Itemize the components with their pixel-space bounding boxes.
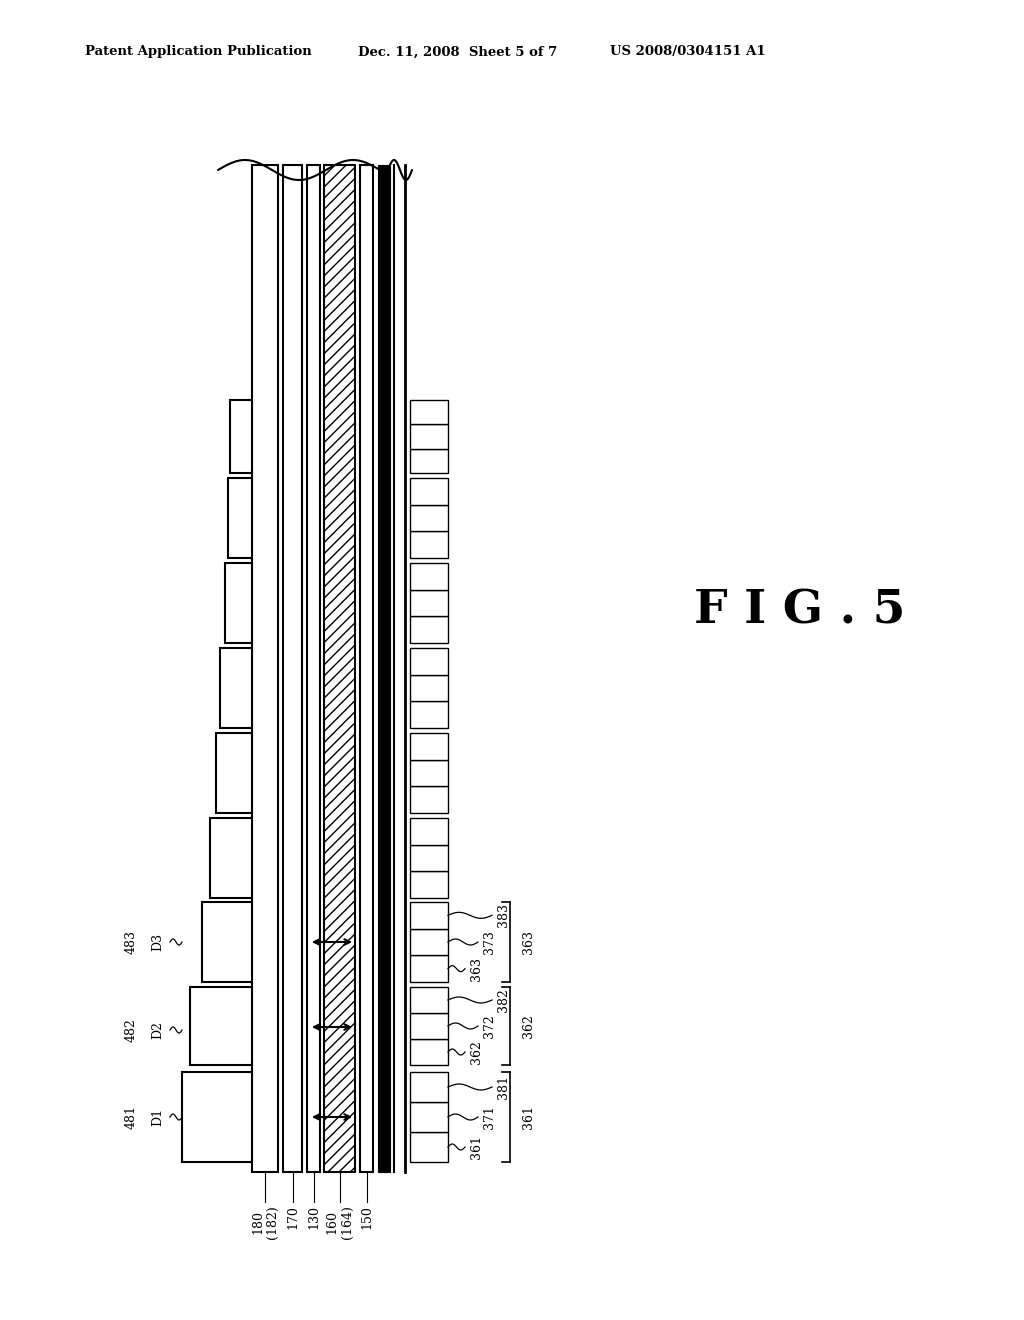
Bar bbox=[410, 956, 449, 982]
Bar bbox=[410, 616, 449, 643]
Bar bbox=[410, 787, 449, 813]
Text: D2: D2 bbox=[152, 1020, 165, 1039]
Text: 150: 150 bbox=[360, 1205, 373, 1229]
Bar bbox=[410, 1012, 449, 1039]
Bar bbox=[283, 165, 302, 1172]
Bar bbox=[220, 648, 252, 729]
Text: Dec. 11, 2008  Sheet 5 of 7: Dec. 11, 2008 Sheet 5 of 7 bbox=[358, 45, 557, 58]
Bar bbox=[410, 733, 449, 760]
Bar bbox=[210, 818, 252, 898]
Text: 381: 381 bbox=[497, 1074, 510, 1100]
Bar bbox=[410, 760, 449, 787]
Bar bbox=[216, 733, 252, 813]
Text: 372: 372 bbox=[483, 1014, 496, 1038]
Text: 483: 483 bbox=[125, 931, 138, 954]
Bar bbox=[410, 532, 449, 558]
Bar bbox=[410, 1133, 449, 1162]
Bar bbox=[360, 165, 373, 1172]
Text: 363: 363 bbox=[522, 931, 535, 954]
Text: 382: 382 bbox=[497, 989, 510, 1012]
Text: 362: 362 bbox=[522, 1014, 535, 1038]
Bar bbox=[410, 400, 449, 424]
Text: D3: D3 bbox=[152, 933, 165, 952]
Bar bbox=[410, 902, 449, 929]
Bar bbox=[410, 449, 449, 473]
Text: D1: D1 bbox=[152, 1107, 165, 1126]
Bar bbox=[410, 504, 449, 532]
Text: 371: 371 bbox=[483, 1105, 496, 1129]
Bar bbox=[410, 424, 449, 449]
Bar bbox=[410, 648, 449, 675]
Bar bbox=[252, 165, 278, 1172]
Text: 180
(182): 180 (182) bbox=[251, 1205, 279, 1238]
Text: 481: 481 bbox=[125, 1105, 138, 1129]
Bar bbox=[410, 1102, 449, 1133]
Bar bbox=[410, 987, 449, 1012]
Text: 383: 383 bbox=[497, 903, 510, 928]
Bar bbox=[410, 1039, 449, 1065]
Bar bbox=[225, 564, 252, 643]
Bar bbox=[307, 165, 319, 1172]
Text: 361: 361 bbox=[470, 1135, 483, 1159]
Text: Patent Application Publication: Patent Application Publication bbox=[85, 45, 311, 58]
Bar bbox=[410, 564, 449, 590]
Text: 160
(164): 160 (164) bbox=[326, 1205, 353, 1239]
Bar bbox=[410, 675, 449, 701]
Text: 363: 363 bbox=[470, 957, 483, 981]
Text: US 2008/0304151 A1: US 2008/0304151 A1 bbox=[610, 45, 766, 58]
Text: 482: 482 bbox=[125, 1018, 138, 1041]
Bar bbox=[410, 845, 449, 871]
Text: 361: 361 bbox=[522, 1105, 535, 1129]
Bar bbox=[230, 400, 252, 473]
Bar bbox=[410, 871, 449, 898]
Bar bbox=[410, 590, 449, 616]
Bar bbox=[410, 701, 449, 729]
Text: 373: 373 bbox=[483, 931, 496, 954]
Bar bbox=[190, 987, 252, 1065]
Bar bbox=[410, 929, 449, 956]
Text: 362: 362 bbox=[470, 1040, 483, 1064]
Bar bbox=[324, 165, 355, 1172]
Text: 130: 130 bbox=[307, 1205, 319, 1229]
Text: F I G . 5: F I G . 5 bbox=[694, 587, 906, 634]
Bar bbox=[410, 1072, 449, 1102]
Bar bbox=[410, 818, 449, 845]
Text: 170: 170 bbox=[286, 1205, 299, 1229]
Bar bbox=[202, 902, 252, 982]
Bar bbox=[182, 1072, 252, 1162]
Bar bbox=[228, 478, 252, 558]
Bar bbox=[410, 478, 449, 504]
Bar bbox=[378, 165, 390, 1172]
